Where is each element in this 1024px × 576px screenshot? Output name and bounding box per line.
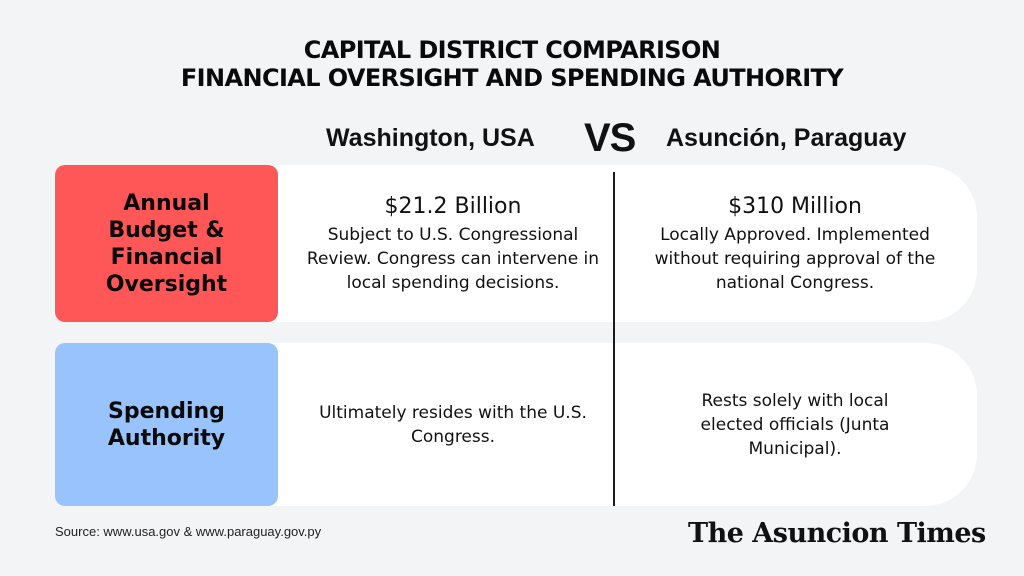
usa-spending-text: Ultimately resides with the U.S. Congres…	[319, 402, 587, 447]
comparison-row-budget: Annual Budget & Financial Oversight $21.…	[55, 165, 977, 322]
title-line-2: FINANCIAL OVERSIGHT AND SPENDING AUTHORI…	[180, 64, 844, 92]
label-line: Authority	[107, 425, 226, 451]
vs-label: VS	[584, 116, 636, 160]
column-divider	[613, 172, 615, 506]
paraguay-budget-amount: $310 Million	[728, 193, 862, 219]
paraguay-budget-text: Locally Approved. Implemented without re…	[654, 224, 936, 293]
source-note: Source: www.usa.gov & www.paraguay.gov.p…	[55, 524, 322, 539]
label-line: Budget &	[108, 217, 225, 243]
column-header-usa: Washington, USA	[326, 124, 535, 152]
row-label-budget: Annual Budget & Financial Oversight	[55, 165, 278, 322]
cell-paraguay-budget: $310 Million Locally Approved. Implement…	[630, 165, 960, 322]
usa-budget-text: Subject to U.S. Congressional Review. Co…	[306, 224, 600, 293]
label-line: Financial	[110, 244, 223, 270]
cell-usa-spending: Ultimately resides with the U.S. Congres…	[293, 343, 613, 506]
label-line: Spending	[108, 398, 225, 424]
paraguay-spending-text: Rests solely with local elected official…	[700, 390, 890, 459]
column-header-paraguay: Asunción, Paraguay	[666, 124, 907, 152]
title-line-1: CAPITAL DISTRICT COMPARISON	[303, 36, 721, 64]
usa-budget-amount: $21.2 Billion	[384, 193, 522, 219]
comparison-row-spending: Spending Authority Ultimately resides wi…	[55, 343, 977, 506]
brand-logo: The Asuncion Times	[688, 518, 986, 549]
label-line: Oversight	[105, 271, 228, 297]
cell-paraguay-spending: Rests solely with local elected official…	[630, 343, 960, 506]
page-title: CAPITAL DISTRICT COMPARISON FINANCIAL OV…	[0, 36, 1024, 92]
label-line: Annual	[123, 190, 210, 216]
cell-usa-budget: $21.2 Billion Subject to U.S. Congressio…	[293, 165, 613, 322]
row-label-spending: Spending Authority	[55, 343, 278, 506]
